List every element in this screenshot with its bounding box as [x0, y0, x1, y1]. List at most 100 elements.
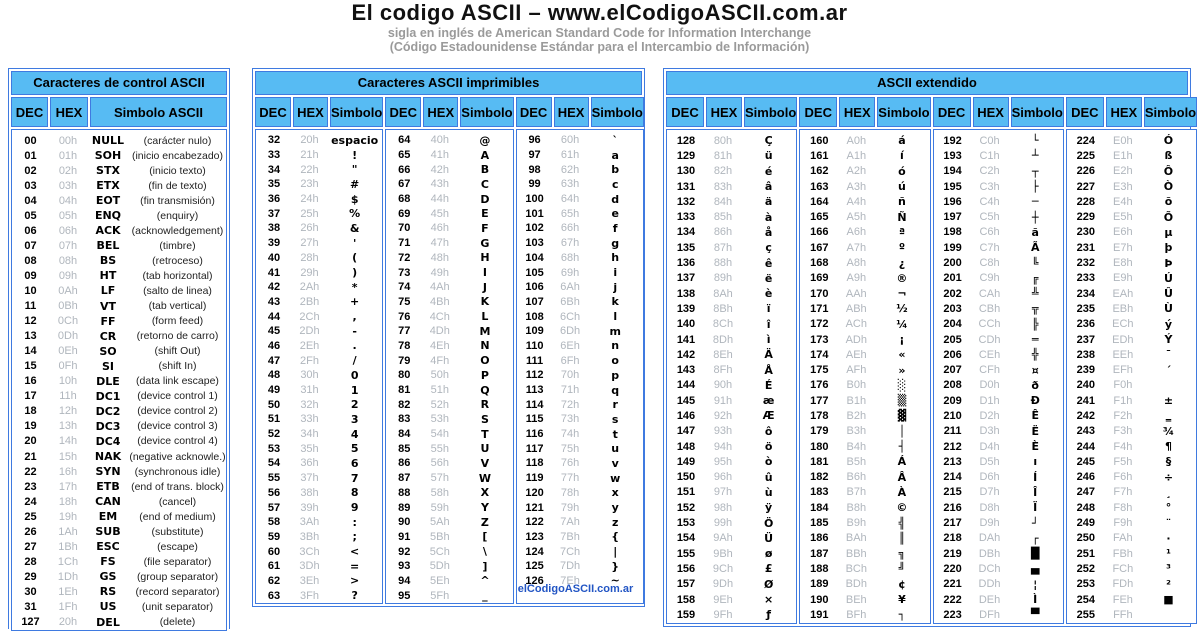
hex-cell: 70h [560, 369, 580, 382]
hex-cell: C4h [979, 195, 1000, 208]
symbol-cell: . [352, 339, 357, 353]
dec-cell: 227 [1076, 180, 1096, 193]
column-header-simbolo-ascii: Simbolo ASCII [90, 97, 227, 127]
dec-cell: 87 [398, 472, 411, 485]
dec-cell: 93 [398, 560, 411, 573]
table-row: 216 D8h Ï [934, 500, 1063, 515]
hex-cell: 4Eh [429, 339, 450, 352]
table-row: 120 78h x [517, 486, 643, 501]
symbol-cell: â [764, 180, 773, 194]
symbol-cell: Y [480, 501, 489, 515]
hex-cell: DDh [978, 578, 1001, 591]
table-row: 158 9Eh × [667, 592, 796, 607]
hex-cell: 23h [300, 178, 319, 191]
dec-cell: 170 [810, 287, 829, 300]
table-row: 231 E7h þ [1067, 240, 1196, 255]
table-row: 136 88h ê [667, 255, 796, 270]
table-row: 226 E2h Ô [1067, 164, 1196, 179]
hex-cell: CAh [978, 287, 1001, 300]
hex-cell: BCh [845, 562, 867, 575]
hex-cell: 2Ah [299, 281, 320, 294]
hex-cell: D6h [979, 471, 1000, 484]
description-cell: (unit separator) [141, 600, 214, 613]
symbol-cell: ä [764, 195, 773, 209]
hex-cell: C9h [979, 272, 1000, 285]
hex-cell: E0h [1113, 134, 1133, 147]
dec-cell: 152 [676, 501, 696, 514]
symbol-cell: SI [101, 359, 114, 373]
dec-cell: 16 [24, 375, 37, 388]
symbol-cell: o [611, 354, 619, 368]
dec-cell: 143 [676, 364, 696, 377]
table-row: 233 E9h Ú [1067, 271, 1196, 286]
dec-cell: 215 [943, 486, 962, 499]
table-row: 56 38h 8 [256, 486, 382, 501]
table-row: 103 67h g [517, 236, 643, 251]
table-row: 88 58h X [386, 486, 512, 501]
dec-cell: 106 [525, 281, 544, 294]
hex-cell: EAh [1112, 287, 1134, 300]
hex-cell: 7Bh [560, 530, 580, 543]
dec-cell: 200 [943, 257, 962, 270]
symbol-cell: ¿ [898, 256, 906, 270]
hex-cell: C6h [979, 226, 1000, 239]
table-row: 162 A2h ó [800, 164, 929, 179]
symbol-cell: Ü [764, 531, 774, 545]
site-link[interactable]: elCodigoASCII.com.ar [517, 583, 634, 595]
dec-cell: 169 [810, 272, 829, 285]
table-row: 08 08h BS (retroceso) [12, 253, 226, 268]
hex-cell: 1Eh [58, 585, 78, 598]
dec-cell: 66 [398, 163, 411, 176]
hex-cell: 8Ch [712, 318, 734, 331]
symbol-cell: BS [99, 254, 117, 268]
hex-cell: 9Ah [713, 532, 733, 545]
symbol-cell: ¡ [899, 333, 905, 346]
symbol-cell: t [612, 427, 618, 441]
symbol-cell: ï [766, 302, 771, 316]
dec-cell: 49 [267, 384, 281, 397]
hex-cell: 8Eh [713, 348, 733, 361]
table-row: 16 10h DLE (data link escape) [12, 374, 226, 389]
table-row: 150 96h û [667, 470, 796, 485]
table-row: 25 19h EM (end of medium) [12, 509, 226, 524]
symbol-cell: ╗ [898, 547, 906, 561]
dec-cell: 223 [943, 608, 962, 621]
table-row: 124 7Ch | [517, 544, 643, 559]
table-row: 252 FCh ³ [1067, 561, 1196, 576]
column-header-dec: DEC [515, 97, 552, 127]
hex-cell: 33h [300, 413, 319, 426]
table-row: 223 DFh ▀ [934, 607, 1063, 622]
dec-cell: 17 [24, 390, 37, 403]
dec-cell: 168 [810, 257, 829, 270]
symbol-cell: Ã [1030, 241, 1040, 255]
symbol-cell: û [764, 470, 773, 484]
table-row: 184 B8h © [800, 500, 929, 515]
symbol-cell: Ò [1163, 180, 1174, 194]
dec-cell: 255 [1076, 608, 1096, 621]
description-cell: (form feed) [151, 315, 204, 328]
symbol-cell: » [898, 363, 906, 377]
description-cell: (end of medium) [139, 510, 216, 523]
hex-cell: A1h [846, 149, 867, 162]
symbol-cell: DC2 [95, 404, 121, 418]
dec-cell: 81 [398, 384, 411, 397]
table-row: 167 A7h º [800, 240, 929, 255]
extended-group-3: DEC HEX Simbolo 192 C0h └ 193 C1h ┴ [932, 97, 1064, 624]
symbol-cell: M [479, 324, 491, 338]
symbol-cell: ] [482, 559, 488, 573]
symbol-cell: J [482, 280, 487, 294]
symbol-cell: ¨ [1165, 516, 1172, 530]
table-row: 18 12h DC2 (device control 2) [12, 404, 226, 419]
dec-cell: 38 [267, 222, 281, 235]
symbol-cell: ¸ [1165, 485, 1172, 499]
table-row: 104 68h h [517, 251, 643, 266]
hex-cell: FCh [1112, 562, 1134, 575]
symbol-cell: c [611, 177, 619, 191]
dec-cell: 71 [398, 237, 411, 250]
symbol-cell: ¦ [1033, 577, 1038, 591]
table-row: 93 5Dh ] [386, 559, 512, 574]
symbol-cell: ╬ [1031, 348, 1039, 362]
table-row: 111 6Fh o [517, 353, 643, 368]
table-row: 59 3Bh ; [256, 530, 382, 545]
extended-table-body-2: 160 A0h á 161 A1h í 162 A2h ó [799, 129, 931, 624]
